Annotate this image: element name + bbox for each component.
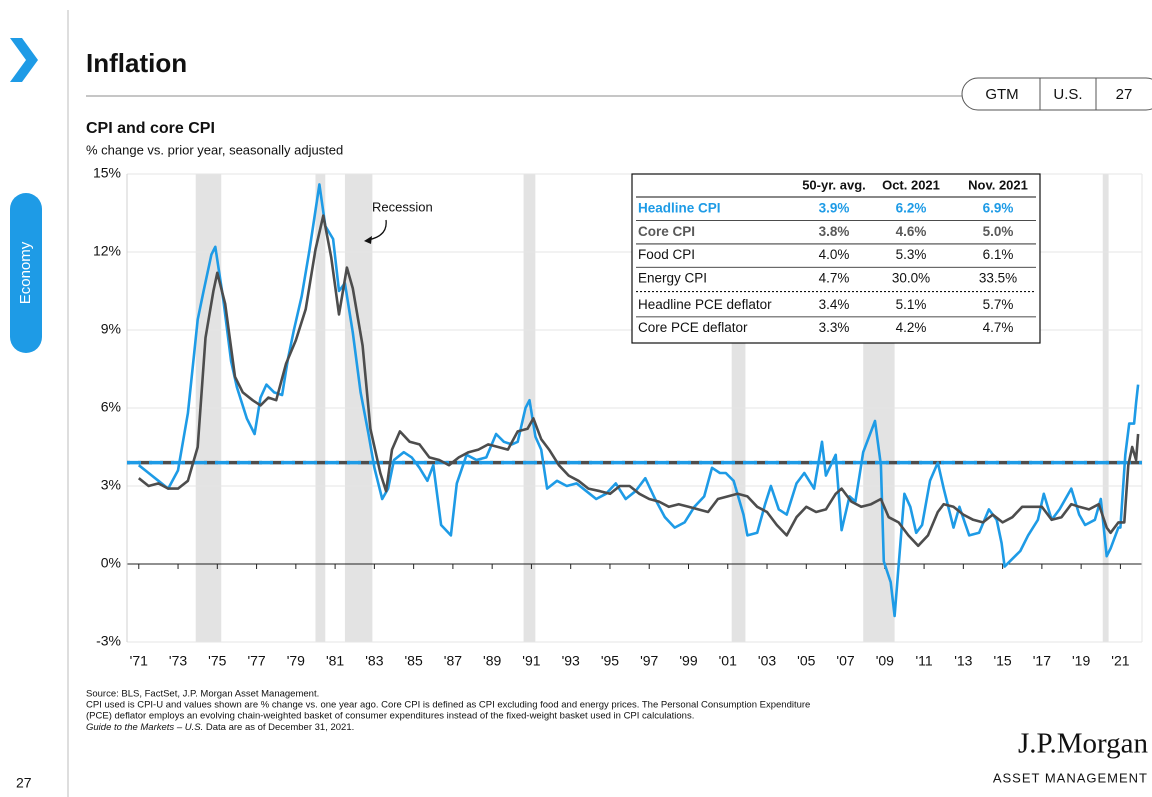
- x-tick-label: '75: [208, 653, 226, 669]
- section-pill: [10, 193, 42, 353]
- y-tick-label: 9%: [101, 321, 121, 337]
- footnote: CPI used is CPI-U and values shown are %…: [86, 700, 810, 711]
- footnote: Source: BLS, FactSet, J.P. Morgan Asset …: [86, 689, 319, 700]
- x-tick-label: '97: [640, 653, 658, 669]
- x-tick-label: '91: [522, 653, 540, 669]
- x-tick-label: '11: [915, 653, 932, 669]
- x-tick-label: '01: [719, 653, 737, 669]
- page-number: 27: [16, 775, 32, 791]
- tab-box: [961, 77, 1152, 111]
- footnote-guide: Guide to the Markets – U.S.: [86, 722, 203, 733]
- x-tick-label: '87: [444, 653, 462, 669]
- x-tick-label: '05: [797, 653, 815, 669]
- x-tick-label: '09: [876, 653, 894, 669]
- x-tick-label: '95: [601, 653, 619, 669]
- table-column-header: Nov. 2021: [968, 177, 1028, 192]
- x-tick-label: '89: [483, 653, 501, 669]
- tab: GTM: [985, 86, 1018, 103]
- x-tick-label: '79: [287, 653, 305, 669]
- logo-subtitle: ASSET MANAGEMENT: [993, 770, 1148, 785]
- y-tick-label: -3%: [96, 633, 121, 649]
- table-cell: 5.3%: [896, 247, 927, 262]
- plot: -3% 0% 3% 6% 9% 12% 15% '71 '73 '75 '77 '79 '81 '83 '8…: [93, 165, 1143, 669]
- table-cell: 30.0%: [892, 270, 930, 285]
- x-tick-label: '21: [1111, 653, 1129, 669]
- table-cell: 4.7%: [983, 320, 1014, 335]
- x-tick-label: '93: [562, 653, 580, 669]
- page-title: Inflation: [86, 48, 187, 78]
- table-cell: 4.2%: [896, 320, 927, 335]
- x-tick-label: '71: [130, 653, 148, 669]
- x-tick-label: '13: [954, 653, 972, 669]
- x-tick-label: '03: [758, 653, 776, 669]
- summary-table: 50-yr. avg. Oct. 2021 Nov. 2021 Headline CP…: [631, 173, 1041, 344]
- table-cell: 5.1%: [896, 297, 927, 312]
- annotation-arrowhead: [364, 236, 372, 244]
- table-cell: 6.9%: [983, 201, 1014, 216]
- table-column-header: 50-yr. avg.: [802, 177, 866, 192]
- table-cell: 3.8%: [819, 224, 850, 239]
- recession-label: Recession: [372, 199, 433, 214]
- tab: 27: [1116, 86, 1133, 103]
- x-tick-label: '81: [326, 653, 344, 669]
- table-cell: 3.3%: [819, 320, 850, 335]
- table-cell: 4.0%: [819, 247, 850, 262]
- x-tick-label: '19: [1072, 653, 1090, 669]
- y-tick-label: 6%: [101, 399, 121, 415]
- table-row-label: Headline PCE deflator: [638, 297, 772, 312]
- table-column-header: Oct. 2021: [882, 177, 940, 192]
- table-row-label: Core CPI: [638, 224, 695, 239]
- y-tick-label: 12%: [93, 243, 121, 259]
- footnote-date: Data are as of December 31, 2021.: [203, 722, 354, 733]
- table-cell: 6.2%: [896, 201, 927, 216]
- table-cell: 5.0%: [983, 224, 1014, 239]
- x-tick-label: '17: [1033, 653, 1051, 669]
- chevron-icon: [10, 38, 38, 82]
- x-tick-label: '85: [405, 653, 423, 669]
- chart-title: CPI and core CPI: [86, 120, 215, 137]
- table-cell: 4.6%: [896, 224, 927, 239]
- x-tick-label: '77: [247, 653, 265, 669]
- table-cell: 3.9%: [819, 201, 850, 216]
- x-tick-label: '07: [836, 653, 854, 669]
- x-tick-label: '73: [169, 653, 187, 669]
- table-cell: 3.4%: [819, 297, 850, 312]
- y-tick-label: 3%: [101, 477, 121, 493]
- table-row-label: Food CPI: [638, 247, 695, 262]
- series-line: [137, 183, 1140, 618]
- table-cell: 6.1%: [983, 247, 1014, 262]
- x-tick-label: '83: [365, 653, 383, 669]
- x-tick-label: '15: [993, 653, 1011, 669]
- chart-subtitle: % change vs. prior year, seasonally adju…: [86, 142, 343, 157]
- section-label: Economy: [17, 241, 34, 304]
- x-tick-label: '99: [679, 653, 697, 669]
- tab: U.S.: [1053, 86, 1082, 103]
- table-cell: 5.7%: [983, 297, 1014, 312]
- table-row-label: Energy CPI: [638, 270, 707, 285]
- table-cell: 33.5%: [979, 270, 1017, 285]
- table-cell: 4.7%: [819, 270, 850, 285]
- footnote: (PCE) deflator employs an evolving chain…: [86, 711, 694, 722]
- logo: J.P.Morgan: [1018, 728, 1148, 760]
- table-frame: [631, 173, 1041, 344]
- y-tick-label: 15%: [93, 165, 121, 181]
- y-tick-label: 0%: [101, 555, 121, 571]
- table-row-label: Core PCE deflator: [638, 320, 748, 335]
- footnote: Guide to the Markets – U.S. Data are as …: [86, 722, 354, 733]
- series-line: [137, 214, 1140, 548]
- table-row-label: Headline CPI: [638, 201, 721, 216]
